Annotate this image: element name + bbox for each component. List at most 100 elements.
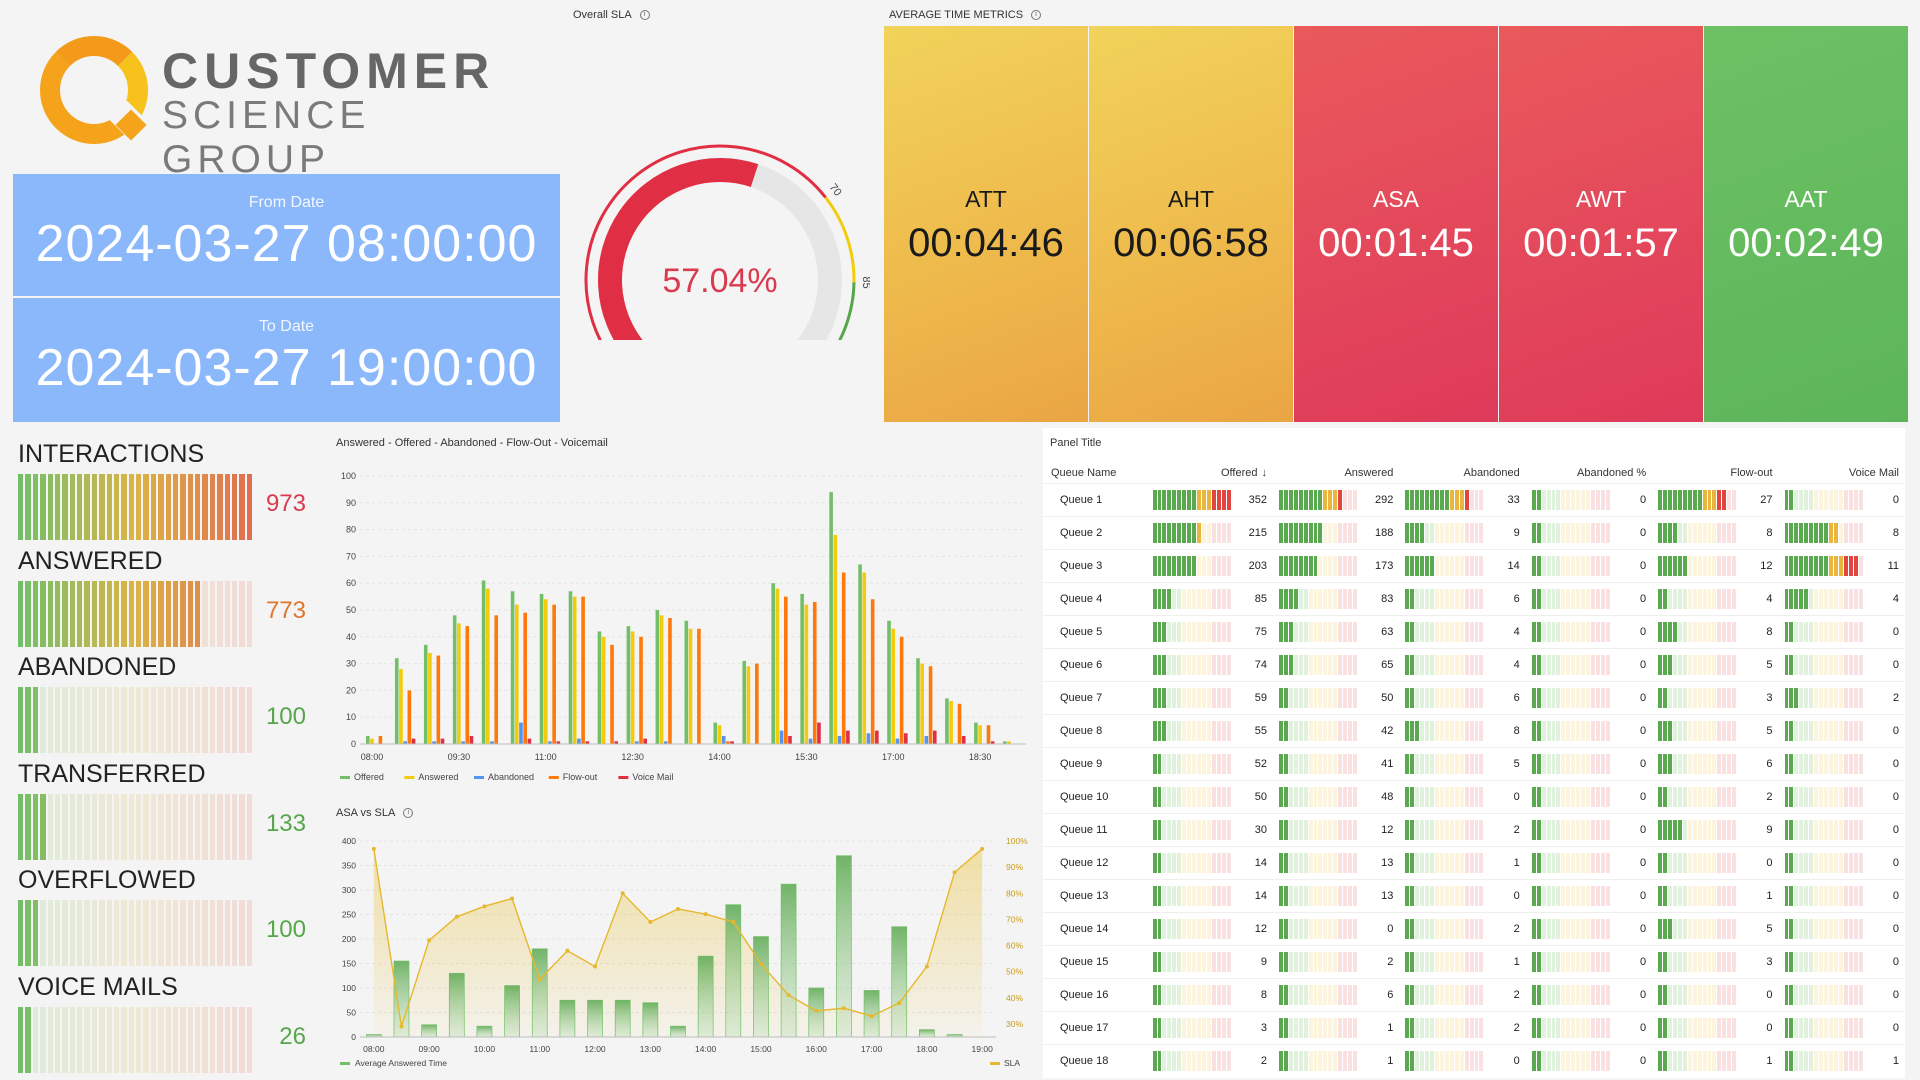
cell-gauge-bar — [1405, 885, 1484, 906]
gauge-cell: 0 — [1399, 878, 1526, 912]
bar-flow-out — [697, 628, 701, 744]
table-row[interactable]: Queue 16 8 6 2 0 0 0 — [1043, 977, 1905, 1011]
cell-gauge-bar — [1658, 852, 1737, 873]
cell-gauge-bar — [1531, 885, 1610, 906]
cell-value: 1 — [1387, 1021, 1394, 1034]
legend-label: Voice Mail — [632, 772, 673, 782]
bar-voice-mail — [556, 741, 561, 744]
info-icon[interactable]: i — [403, 808, 414, 819]
sla-area — [373, 848, 983, 1037]
bar-flow-out — [870, 599, 875, 744]
table-row[interactable]: Queue 17 3 1 2 0 0 0 — [1043, 1010, 1905, 1044]
column-header-flow-out[interactable]: Flow-out — [1652, 463, 1778, 483]
y2-tick-label: 40% — [1006, 993, 1023, 1003]
metric-label: AWT — [1575, 186, 1627, 212]
column-header-abandoned[interactable]: Abandoned — [1399, 463, 1525, 483]
bar-abandoned — [635, 741, 639, 744]
column-header-label: Offered — [1220, 466, 1258, 479]
gauge-cell: 8 — [1146, 977, 1273, 1011]
cell-value: 13 — [1381, 889, 1394, 902]
cell-value: 0 — [1892, 724, 1899, 737]
gauge-cell: 1 — [1652, 878, 1779, 912]
bar-abandoned — [837, 735, 842, 744]
from-date-label: From Date — [248, 194, 325, 211]
bar-abandoned — [779, 730, 784, 744]
bar-answered — [717, 725, 722, 744]
gauge-cell: 0 — [1652, 977, 1779, 1011]
legend-label: Offered — [354, 772, 384, 782]
cell-gauge-bar — [1658, 1050, 1737, 1071]
gauge-cell: 14 — [1399, 548, 1526, 582]
cell-gauge-bar — [1278, 1017, 1357, 1038]
cell-gauge-bar — [1152, 1017, 1231, 1038]
gauge-cell: 85 — [1146, 581, 1273, 615]
cell-value: 0 — [1892, 625, 1899, 638]
table-row[interactable]: Queue 1 352 292 33 0 27 0 — [1043, 482, 1905, 516]
bar-voice-mail — [961, 735, 966, 744]
stat-label: INTERACTIONS — [18, 440, 205, 468]
sla-point — [593, 964, 598, 969]
cell-gauge-bar — [1405, 1017, 1484, 1038]
gauge-cell: 12 — [1652, 548, 1779, 582]
gauge-cell: 8 — [1778, 515, 1905, 549]
volume-bar-chart: 0 10 20 30 40 50 60 70 80 90 100 08:00 09:30 11:00 12:… — [340, 471, 1026, 782]
table-row[interactable]: Queue 10 50 48 0 0 2 0 — [1043, 779, 1905, 813]
gauge-cell: 0 — [1525, 515, 1653, 549]
table-row[interactable]: Queue 14 12 0 2 0 5 0 — [1043, 911, 1905, 945]
column-header-label: Voice Mail — [1848, 466, 1899, 479]
sla-point — [814, 1008, 819, 1013]
table-row[interactable]: Queue 15 9 2 1 0 3 0 — [1043, 944, 1905, 978]
gauge-cell: 0 — [1525, 482, 1653, 516]
info-icon[interactable]: i — [639, 10, 650, 21]
bar-flow-out — [610, 644, 614, 744]
bar-average-answered-time — [587, 999, 603, 1038]
bar-flow-out — [899, 636, 904, 744]
gauge-tick-label: 70 — [827, 182, 844, 199]
column-header-offered[interactable]: Offered ↓ — [1147, 463, 1273, 483]
asa-vs-sla-chart: 0 50 100 150 200 250 300 350 400 30% 40% 50% 60% 70% 8… — [340, 836, 1028, 1068]
sla-point — [371, 846, 376, 851]
cell-value: 12 — [1381, 823, 1394, 836]
table-row[interactable]: Queue 13 14 13 0 0 1 0 — [1043, 878, 1905, 912]
bar-offered — [684, 620, 689, 744]
table-row[interactable]: Queue 4 85 83 6 0 4 4 — [1043, 581, 1905, 615]
cell-gauge-bar — [1278, 951, 1357, 972]
gauge-cell: 1 — [1272, 1043, 1400, 1077]
cell-value: 0 — [1892, 790, 1899, 803]
gauge-cell: 27 — [1652, 482, 1779, 516]
logo-text-customer: CUSTOMER — [162, 43, 496, 99]
info-icon[interactable]: i — [1031, 10, 1042, 21]
queue-name-cell: Queue 7 — [1043, 680, 1147, 714]
gauge-cell: 0 — [1525, 845, 1653, 879]
bar-answered — [949, 701, 953, 744]
table-row[interactable]: Queue 18 2 1 0 0 1 1 — [1043, 1043, 1905, 1077]
table-row[interactable]: Queue 8 55 42 8 0 5 0 — [1043, 713, 1905, 747]
stat-label: ABANDONED — [18, 653, 177, 681]
table-row[interactable]: Queue 12 14 13 1 0 0 0 — [1043, 845, 1905, 879]
bar-answered — [572, 596, 577, 744]
sla-point — [786, 993, 791, 998]
bar-voice-mail — [904, 733, 908, 744]
cell-value: 0 — [1640, 625, 1647, 638]
cell-value: 14 — [1254, 889, 1267, 902]
table-row[interactable]: Queue 5 75 63 4 0 8 0 — [1043, 614, 1905, 648]
table-row[interactable]: Queue 9 52 41 5 0 6 0 — [1043, 746, 1905, 780]
bar-answered — [891, 628, 896, 744]
cell-gauge-bar — [1278, 819, 1357, 840]
cell-value: 8 — [1766, 625, 1773, 638]
table-row[interactable]: Queue 11 30 12 2 0 9 0 — [1043, 812, 1905, 846]
column-header-answered[interactable]: Answered — [1273, 463, 1399, 483]
table-row[interactable]: Queue 6 74 65 4 0 5 0 — [1043, 647, 1905, 681]
cell-value: 12 — [1760, 559, 1773, 572]
table-row[interactable]: Queue 2 215 188 9 0 8 8 — [1043, 515, 1905, 549]
metrics-panel-title: AVERAGE TIME METRICS i — [889, 9, 1042, 21]
column-header-abandoned[interactable]: Abandoned % — [1526, 463, 1652, 483]
bar-voice-mail — [990, 741, 995, 744]
cell-value: 2 — [1387, 955, 1394, 968]
column-header-queue-name[interactable]: Queue Name — [1043, 463, 1147, 483]
cell-value: 41 — [1381, 757, 1394, 770]
table-row[interactable]: Queue 7 59 50 6 0 3 2 — [1043, 680, 1905, 714]
y-tick-label: 0 — [351, 1032, 356, 1042]
table-row[interactable]: Queue 3 203 173 14 0 12 11 — [1043, 548, 1905, 582]
column-header-voice-mail[interactable]: Voice Mail — [1779, 463, 1905, 483]
